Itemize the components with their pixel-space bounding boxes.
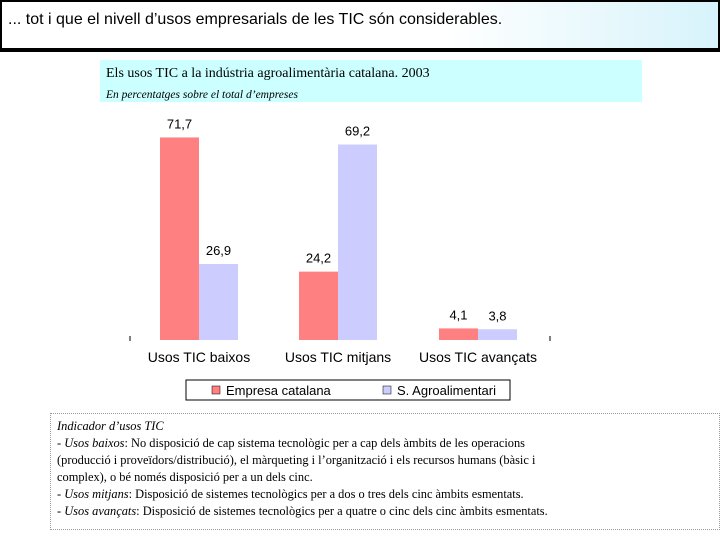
bar-1-2 (299, 271, 338, 340)
bar-2-2 (338, 144, 377, 340)
note-low-line: - Usos baixos: No disposició de cap sist… (57, 436, 525, 450)
legend-label-2: S. Agroalimentari (397, 383, 496, 398)
chart-subtitle: En percentatges sobre el total d’emprese… (106, 89, 298, 101)
indicator-note: Indicador d’usos TIC - Usos baixos: No d… (50, 413, 720, 530)
data-label-1-2: 24,2 (306, 251, 331, 266)
bar-2-3 (478, 329, 517, 340)
data-label-2-2: 69,2 (345, 124, 370, 139)
data-label-1-1: 71,7 (167, 116, 192, 131)
bar-1-3 (439, 328, 478, 340)
note-low-line-2: (producció i proveïdors/distribució), el… (57, 453, 536, 467)
category-label-1: Usos TIC baixos (148, 349, 250, 365)
data-label-2-1: 26,9 (206, 243, 231, 258)
note-adv-line: - Usos avançats: Disposició de sistemes … (57, 504, 548, 518)
note-adv-term: Usos avançats (64, 504, 137, 518)
note-low-line-3: complex), o bé només disposició per a un… (57, 470, 313, 484)
slide-header: ... tot i que el nivell d’usos empresari… (0, 0, 720, 52)
note-title: Indicador d’usos TIC (57, 419, 164, 433)
note-low-term: Usos baixos (64, 436, 125, 450)
note-mid-line: - Usos mitjans: Disposició de sistemes t… (57, 487, 524, 501)
data-label-1-3: 4,1 (449, 307, 467, 322)
bar-1-1 (160, 137, 199, 340)
slide-headline: ... tot i que el nivell d’usos empresari… (8, 11, 503, 28)
bar-2-1 (199, 264, 238, 340)
legend-swatch-1 (211, 385, 221, 395)
legend-swatch-2 (382, 385, 392, 395)
legend-box (185, 379, 511, 401)
data-label-2-3: 3,8 (488, 308, 506, 323)
category-label-3: Usos TIC avançats (419, 349, 537, 365)
note-mid-term: Usos mitjans (64, 487, 129, 501)
category-label-2: Usos TIC mitjans (285, 349, 391, 365)
legend-label-1: Empresa catalana (226, 383, 332, 398)
chart-title-box: Els usos TIC a la indústria agroalimentà… (100, 60, 642, 102)
chart-title: Els usos TIC a la indústria agroalimentà… (106, 66, 430, 81)
